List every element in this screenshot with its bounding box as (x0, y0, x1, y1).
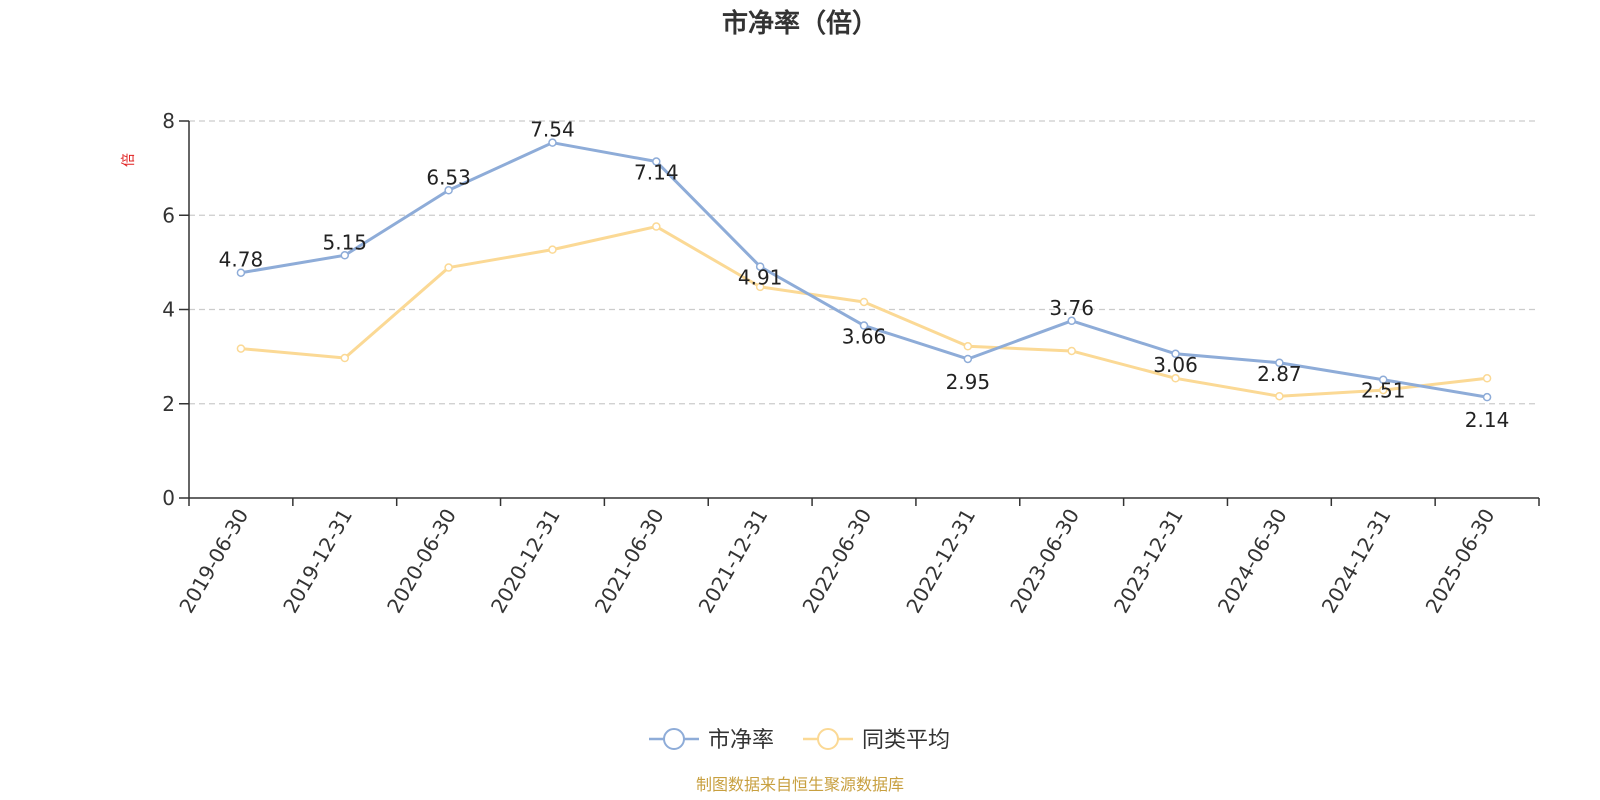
data-point[interactable] (1067, 346, 1076, 356)
legend-item-0[interactable]: 市净率 (649, 728, 774, 753)
data-point[interactable] (1378, 385, 1388, 395)
data-label: 5.15 (323, 230, 368, 254)
x-tick-label: 2025-06-30 (1421, 505, 1500, 618)
data-label: 3.76 (1049, 296, 1094, 320)
data-label: 2.95 (946, 370, 991, 394)
data-label: 2.14 (1465, 408, 1510, 432)
data-point[interactable] (1067, 316, 1076, 326)
y-tick-label: 6 (162, 203, 175, 227)
grid-lines (189, 120, 1539, 405)
data-label: 3.66 (842, 325, 887, 349)
data-point[interactable] (652, 157, 661, 166)
data-label: 7.54 (530, 118, 575, 142)
x-tick-label: 2024-12-31 (1317, 505, 1396, 618)
data-point[interactable] (859, 321, 869, 330)
data-point[interactable] (236, 268, 246, 277)
data-labels: 4.78 5.15 6.53 7.54 7.14 4.91 3.66 2.95 3.76 3.06… (219, 118, 1510, 432)
x-tick-label: 2023-06-30 (1005, 505, 1084, 618)
series-lines (236, 138, 1492, 402)
data-point[interactable] (1275, 391, 1284, 401)
x-tick-label: 2021-06-30 (590, 505, 669, 618)
x-tick-label: 2021-12-31 (694, 505, 773, 618)
data-label: 2.87 (1257, 362, 1302, 386)
data-label: 4.91 (738, 266, 783, 290)
y-axis-unit-label: 倍 (121, 153, 137, 167)
data-point[interactable] (340, 353, 350, 363)
data-point[interactable] (340, 251, 350, 260)
data-point[interactable] (859, 297, 869, 307)
y-tick-label: 4 (162, 298, 175, 322)
data-point[interactable] (1378, 375, 1388, 384)
legend-marker-icon (817, 728, 839, 750)
legend-item-1[interactable]: 同类平均 (803, 728, 950, 753)
data-point[interactable] (444, 186, 453, 195)
data-point[interactable] (755, 262, 765, 271)
data-label: 3.06 (1153, 353, 1198, 377)
data-point[interactable] (1171, 374, 1180, 383)
data-point[interactable] (444, 263, 453, 272)
y-tick-label: 8 (162, 109, 175, 133)
data-point[interactable] (1482, 392, 1492, 402)
legend-label: 市净率 (708, 728, 774, 753)
y-tick-label: 2 (162, 392, 175, 416)
x-tick-label: 2022-06-30 (797, 505, 876, 618)
data-point[interactable] (963, 354, 973, 364)
data-point[interactable] (755, 282, 765, 292)
data-point[interactable] (963, 342, 973, 351)
data-source-note: 制图数据来自恒生聚源数据库 (696, 775, 904, 794)
x-tick-label: 2024-06-30 (1213, 505, 1292, 618)
data-label: 6.53 (426, 165, 471, 189)
data-label: 2.51 (1361, 379, 1406, 403)
x-tick-label: 2020-12-31 (486, 505, 565, 618)
axes: 0 2 4 6 8 2019-06-30 2019-12-31 2020-06-30 2020-… (162, 109, 1540, 618)
legend[interactable]: 市净率 同类平均 (649, 728, 950, 753)
data-point[interactable] (548, 138, 557, 147)
legend-label: 同类平均 (862, 728, 950, 753)
data-point[interactable] (236, 344, 246, 353)
x-tick-label: 2023-12-31 (1109, 505, 1188, 618)
x-tick-label: 2022-12-31 (901, 505, 980, 618)
data-point[interactable] (1482, 374, 1492, 383)
data-label: 4.78 (219, 248, 264, 272)
legend-marker-icon (663, 728, 685, 750)
data-point[interactable] (548, 245, 557, 254)
y-tick-label: 0 (162, 486, 175, 510)
chart-title: 市净率（倍） (722, 8, 878, 39)
x-tick-label: 2019-06-30 (174, 505, 253, 618)
data-point[interactable] (652, 222, 661, 231)
data-label: 7.14 (634, 161, 679, 185)
data-point[interactable] (1275, 358, 1284, 368)
x-tick-label: 2019-12-31 (278, 505, 357, 618)
x-tick-label: 2020-06-30 (382, 505, 461, 618)
data-point[interactable] (1171, 349, 1180, 359)
